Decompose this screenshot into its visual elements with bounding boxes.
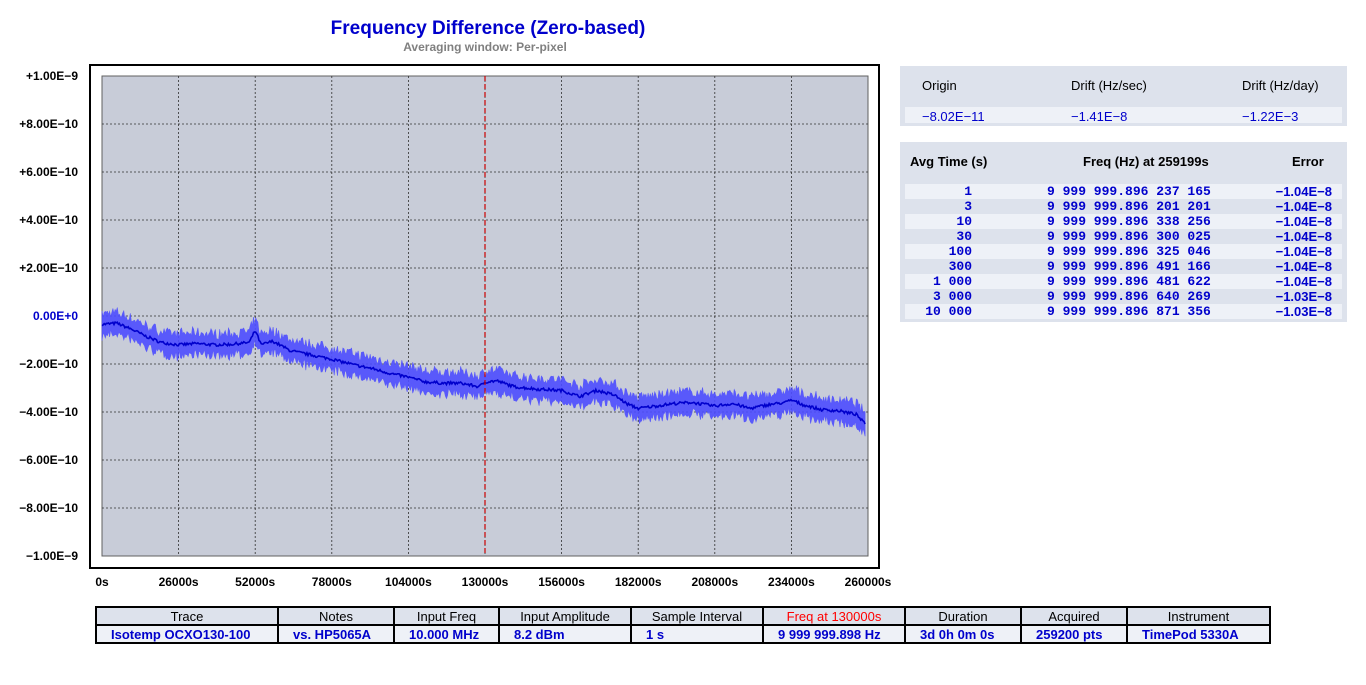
info-header-input-amplitude: Input Amplitude [498,606,632,626]
error-cell: −1.03E−8 [1275,289,1332,304]
info-header-notes: Notes [277,606,395,626]
info-header-duration: Duration [904,606,1022,626]
freq-cell: 9 999 999.896 300 025 [1047,229,1211,244]
x-tick-label: 0s [95,575,109,589]
avg-time-cell: 100 [948,244,972,259]
frequency-table-row: 1 000 9 999 999.896 481 622 −1.04E−8 [905,274,1342,289]
error-cell: −1.04E−8 [1275,259,1332,274]
info-value-sample-interval: 1 s [630,624,764,644]
drift-header-hz-day: Drift (Hz/day) [1242,78,1319,93]
error-header: Error [1292,154,1324,169]
freq-cell: 9 999 999.896 325 046 [1047,244,1211,259]
info-header-acquired: Acquired [1020,606,1128,626]
y-tick-label: 0.00E+0 [33,309,78,323]
series-line [101,320,866,425]
x-tick-label: 156000s [538,575,585,589]
drift-value-origin: −8.02E−11 [922,109,985,124]
y-tick-label: +2.00E−10 [19,261,78,275]
info-value-input-freq: 10.000 MHz [393,624,500,644]
x-tick-label: 260000s [845,575,892,589]
y-tick-label: +6.00E−10 [19,165,78,179]
info-header-trace: Trace [95,606,279,626]
error-cell: −1.03E−8 [1275,304,1332,319]
x-tick-label: 26000s [159,575,199,589]
x-tick-label: 52000s [235,575,275,589]
x-tick-label: 234000s [768,575,815,589]
freq-cell: 9 999 999.896 640 269 [1047,289,1211,304]
freq-cell: 9 999 999.896 338 256 [1047,214,1211,229]
y-tick-label: −2.00E−10 [19,357,78,371]
error-cell: −1.04E−8 [1275,274,1332,289]
frequency-table-row: 3 000 9 999 999.896 640 269 −1.03E−8 [905,289,1342,304]
avg-time-cell: 10 [956,214,972,229]
frequency-table-row: 1 9 999 999.896 237 165 −1.04E−8 [905,184,1342,199]
frequency-table-row: 30 9 999 999.896 300 025 −1.04E−8 [905,229,1342,244]
error-cell: −1.04E−8 [1275,229,1332,244]
info-value-freq-at-marker: 9 999 999.898 Hz [762,624,906,644]
y-tick-label: −8.00E−10 [19,501,78,515]
info-header-row: Trace Notes Input Freq Input Amplitude S… [95,606,1271,626]
y-tick-label: +4.00E−10 [19,213,78,227]
chart-title: Frequency Difference (Zero-based) [330,18,646,39]
drift-panel: Origin Drift (Hz/sec) Drift (Hz/day) −8.… [900,66,1347,126]
info-value-trace: Isotemp OCXO130-100 [95,624,279,644]
freq-header: Freq (Hz) at 259199s [1083,154,1209,169]
info-value-input-amplitude: 8.2 dBm [498,624,632,644]
trace-info-table: Trace Notes Input Freq Input Amplitude S… [95,606,1271,644]
avg-time-cell: 10 000 [925,304,972,319]
drift-header-hz-sec: Drift (Hz/sec) [1071,78,1147,93]
frequency-table-row: 100 9 999 999.896 325 046 −1.04E−8 [905,244,1342,259]
y-tick-label: +1.00E−9 [26,69,78,83]
avg-time-cell: 30 [956,229,972,244]
info-value-notes: vs. HP5065A [277,624,395,644]
y-tick-label: −6.00E−10 [19,453,78,467]
error-cell: −1.04E−8 [1275,184,1332,199]
avg-time-cell: 300 [948,259,972,274]
info-header-freq-at-marker: Freq at 130000s [762,606,906,626]
y-tick-label: +8.00E−10 [19,117,78,131]
y-tick-label: −4.00E−10 [19,405,78,419]
avg-time-cell: 3 [964,199,972,214]
info-value-instrument: TimePod 5330A [1126,624,1271,644]
freq-cell: 9 999 999.896 237 165 [1047,184,1211,199]
avg-time-cell: 1 000 [932,274,972,289]
avg-time-header: Avg Time (s) [910,154,988,169]
x-tick-label: 182000s [615,575,662,589]
info-value-duration: 3d 0h 0m 0s [904,624,1022,644]
frequency-table-row: 10 000 9 999 999.896 871 356 −1.03E−8 [905,304,1342,319]
drift-value-hz-sec: −1.41E−8 [1071,109,1128,124]
x-tick-label: 208000s [691,575,738,589]
drift-value-row [905,107,1342,123]
info-value-acquired: 259200 pts [1020,624,1128,644]
error-cell: −1.04E−8 [1275,214,1332,229]
frequency-table-panel: Avg Time (s) Freq (Hz) at 259199s Error … [900,142,1347,322]
drift-value-hz-day: −1.22E−3 [1242,109,1299,124]
avg-time-cell: 1 [964,184,972,199]
frequency-table-row: 3 9 999 999.896 201 201 −1.04E−8 [905,199,1342,214]
drift-header-origin: Origin [922,78,957,93]
error-cell: −1.04E−8 [1275,199,1332,214]
freq-cell: 9 999 999.896 201 201 [1047,199,1211,214]
frequency-table-row: 300 9 999 999.896 491 166 −1.04E−8 [905,259,1342,274]
freq-cell: 9 999 999.896 491 166 [1047,259,1211,274]
info-value-row: Isotemp OCXO130-100 vs. HP5065A 10.000 M… [95,624,1271,644]
error-cell: −1.04E−8 [1275,244,1332,259]
info-header-input-freq: Input Freq [393,606,500,626]
info-header-instrument: Instrument [1126,606,1271,626]
freq-cell: 9 999 999.896 871 356 [1047,304,1211,319]
x-tick-label: 130000s [462,575,509,589]
freq-cell: 9 999 999.896 481 622 [1047,274,1211,289]
frequency-table-row: 10 9 999 999.896 338 256 −1.04E−8 [905,214,1342,229]
avg-time-cell: 3 000 [932,289,972,304]
y-tick-label: −1.00E−9 [26,549,78,563]
x-tick-label: 104000s [385,575,432,589]
info-header-sample-interval: Sample Interval [630,606,764,626]
chart-subtitle: Averaging window: Per-pixel [403,40,567,54]
x-tick-label: 78000s [312,575,352,589]
